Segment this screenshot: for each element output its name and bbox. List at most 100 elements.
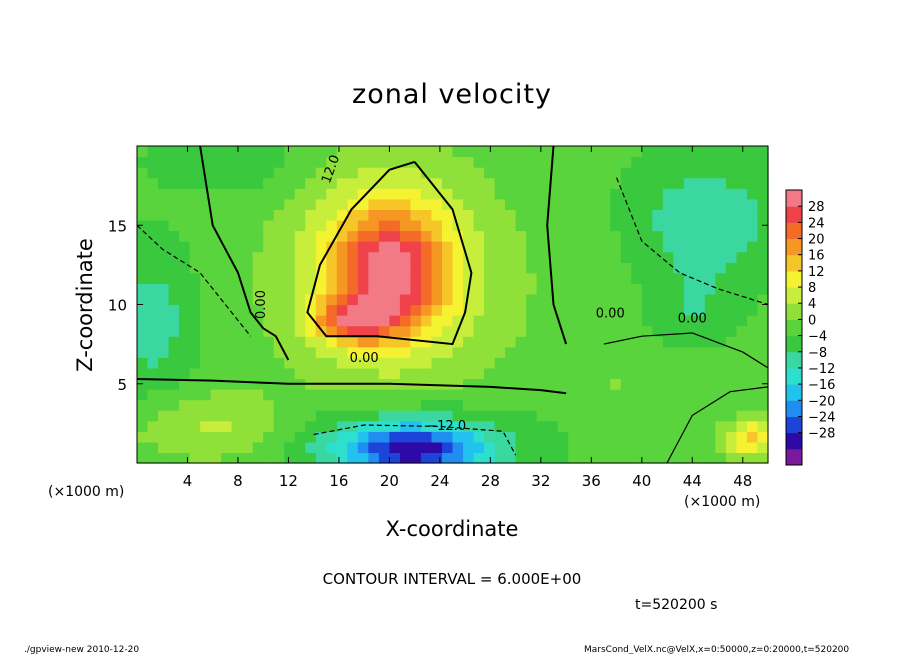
heatmap-cell: [494, 378, 506, 390]
heatmap-cell: [589, 209, 601, 221]
heatmap-cell: [441, 283, 454, 295]
heatmap-cell: [473, 357, 485, 369]
heatmap-cell: [620, 367, 632, 380]
heatmap-cell: [673, 283, 685, 295]
heatmap-cell: [368, 188, 380, 200]
heatmap-cell: [399, 219, 412, 232]
heatmap-cell: [515, 146, 527, 158]
heatmap-cell: [389, 325, 401, 337]
heatmap-cell: [536, 293, 548, 306]
heatmap-cell: [389, 357, 401, 369]
heatmap-cell: [158, 241, 170, 253]
heatmap-cell: [347, 177, 359, 189]
heatmap-cell: [578, 230, 590, 242]
heatmap-cell: [368, 399, 380, 411]
heatmap-cell: [315, 357, 327, 369]
heatmap-cell: [526, 219, 538, 232]
heatmap-cell: [536, 251, 548, 263]
heatmap-cell: [389, 198, 401, 210]
heatmap-cell: [210, 452, 222, 464]
heatmap-cell: [578, 378, 590, 390]
heatmap-cell: [210, 336, 222, 348]
heatmap-cell: [147, 272, 159, 284]
heatmap-cell: [526, 452, 538, 464]
heatmap-cell: [273, 346, 285, 358]
heatmap-cell: [673, 230, 685, 242]
heatmap-cell: [746, 378, 759, 390]
x-axis-label: X-coordinate: [386, 517, 519, 541]
heatmap-cell: [189, 325, 201, 337]
heatmap-cell: [578, 167, 590, 179]
heatmap-cell: [631, 441, 643, 454]
heatmap-cell: [568, 209, 580, 221]
heatmap-cell: [410, 441, 422, 454]
heatmap-cell: [515, 167, 527, 179]
heatmap-cell: [557, 389, 569, 401]
heatmap-cell: [641, 293, 653, 306]
heatmap-cell: [336, 156, 348, 168]
heatmap-cell: [389, 272, 401, 284]
heatmap-cell: [610, 146, 622, 158]
heatmap-cell: [273, 452, 285, 464]
heatmap-cell: [725, 315, 738, 327]
heatmap-cell: [494, 177, 506, 189]
heatmap-cell: [431, 198, 443, 210]
heatmap-cell: [683, 346, 695, 358]
heatmap-cell: [536, 167, 548, 179]
heatmap-cell: [610, 177, 622, 189]
heatmap-cell: [631, 346, 643, 358]
heatmap-cell: [505, 420, 517, 432]
heatmap-cell: [473, 167, 485, 179]
heatmap-cell: [284, 146, 296, 158]
heatmap-cell: [273, 156, 285, 168]
heatmap-cell: [757, 177, 769, 189]
heatmap-cell: [179, 241, 191, 253]
heatmap-cell: [473, 283, 485, 295]
heatmap-cell: [473, 431, 485, 443]
heatmap-cell: [378, 283, 390, 295]
colorbar-swatch: [786, 335, 802, 353]
heatmap-cell: [704, 304, 717, 316]
heatmap-cell: [589, 346, 601, 358]
heatmap-cell: [420, 346, 433, 358]
heatmap-cell: [441, 336, 454, 348]
heatmap-cell: [736, 230, 748, 242]
heatmap-cell: [284, 410, 296, 422]
heatmap-cell: [641, 177, 653, 189]
heatmap-cell: [505, 441, 517, 454]
heatmap-cell: [662, 230, 674, 242]
heatmap-cell: [420, 198, 433, 210]
heatmap-cell: [526, 262, 538, 274]
heatmap-cell: [210, 272, 222, 284]
heatmap-cell: [210, 230, 222, 242]
heatmap-cell: [683, 325, 695, 337]
heatmap-cell: [357, 241, 369, 253]
heatmap-cell: [431, 315, 443, 327]
heatmap-cell: [515, 219, 527, 232]
heatmap-cell: [231, 219, 243, 232]
heatmap-cell: [158, 209, 170, 221]
heatmap-cell: [736, 177, 748, 189]
heatmap-cell: [326, 420, 338, 432]
heatmap-cell: [568, 367, 580, 380]
heatmap-cell: [652, 156, 664, 168]
heatmap-cell: [620, 230, 632, 242]
heatmap-cell: [704, 230, 717, 242]
heatmap-cell: [336, 241, 348, 253]
heatmap-cell: [336, 272, 348, 284]
heatmap-cell: [315, 219, 327, 232]
heatmap-cell: [242, 272, 254, 284]
heatmap-cell: [704, 336, 717, 348]
heatmap-cell: [357, 209, 369, 221]
heatmap-cell: [547, 251, 559, 263]
heatmap-cell: [441, 262, 454, 274]
heatmap-cell: [725, 293, 738, 306]
heatmap-cell: [536, 241, 548, 253]
colorbar-label: −20: [808, 394, 835, 409]
heatmap-cell: [526, 441, 538, 454]
heatmap-cell: [431, 452, 443, 464]
heatmap-cell: [715, 156, 727, 168]
heatmap-cell: [221, 399, 233, 411]
heatmap-cell: [168, 399, 180, 411]
heatmap-cell: [420, 367, 433, 380]
